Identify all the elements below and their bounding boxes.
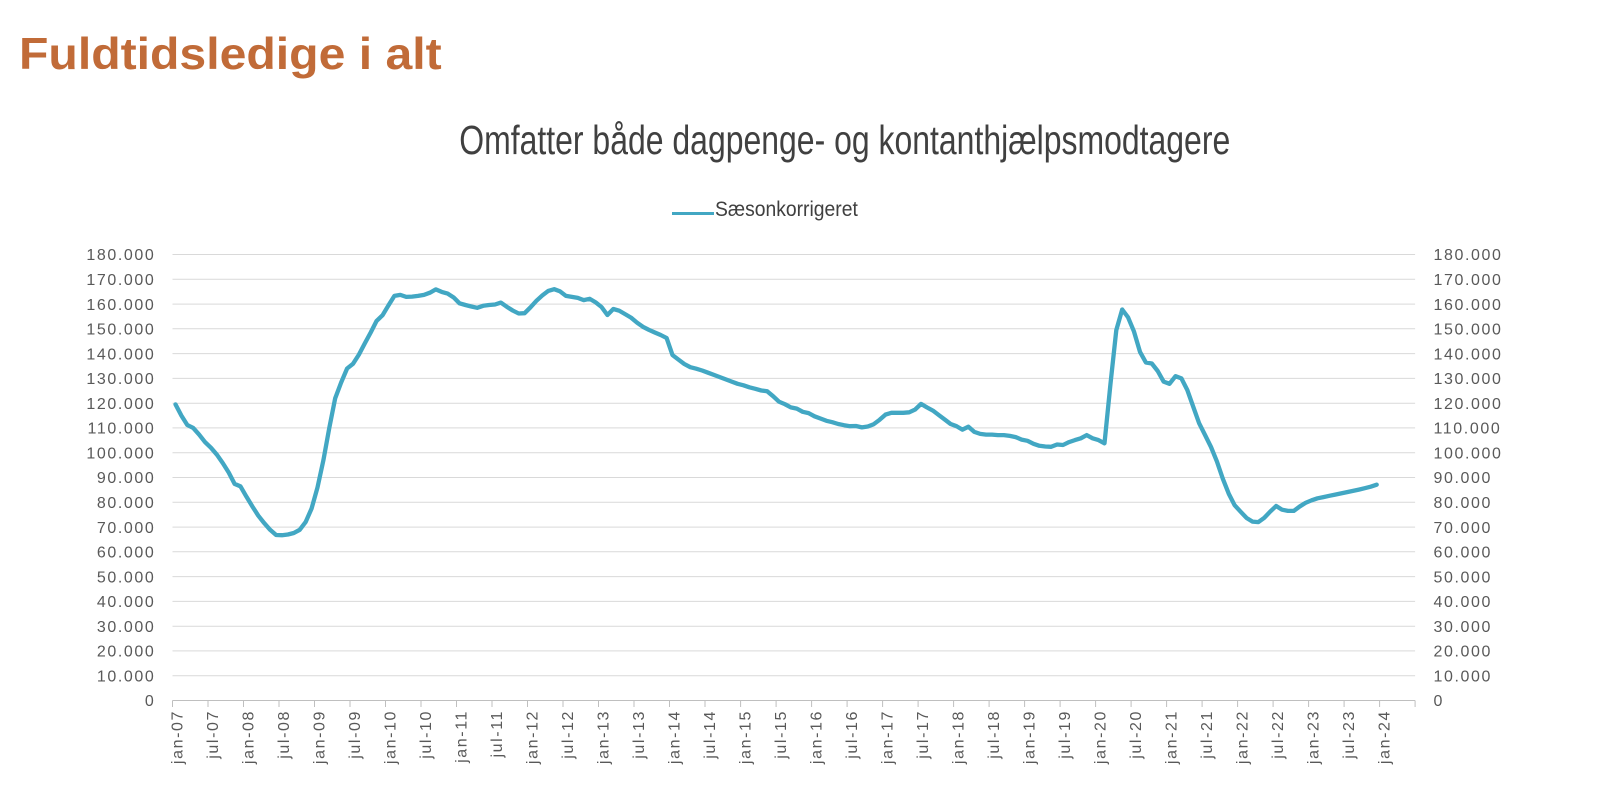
svg-text:180.000: 180.000 <box>1434 247 1503 264</box>
svg-text:20.000: 20.000 <box>97 644 156 661</box>
svg-text:50.000: 50.000 <box>97 569 156 586</box>
svg-text:70.000: 70.000 <box>97 520 156 537</box>
svg-text:jul-11: jul-11 <box>489 710 506 759</box>
svg-text:jan-15: jan-15 <box>737 710 754 765</box>
svg-text:130.000: 130.000 <box>86 371 155 388</box>
svg-text:180.000: 180.000 <box>86 247 155 264</box>
svg-text:jul-18: jul-18 <box>986 710 1003 760</box>
svg-text:130.000: 130.000 <box>1434 371 1503 388</box>
svg-text:jan-11: jan-11 <box>453 710 470 764</box>
svg-text:110.000: 110.000 <box>1434 421 1502 438</box>
svg-text:jan-20: jan-20 <box>1092 710 1109 765</box>
svg-text:30.000: 30.000 <box>1434 619 1493 636</box>
svg-text:jul-15: jul-15 <box>773 710 790 760</box>
svg-text:jul-16: jul-16 <box>844 710 861 760</box>
svg-text:jan-14: jan-14 <box>666 710 683 765</box>
svg-text:jul-08: jul-08 <box>276 710 293 760</box>
svg-text:170.000: 170.000 <box>1434 272 1503 289</box>
svg-text:jul-23: jul-23 <box>1341 710 1358 760</box>
svg-text:120.000: 120.000 <box>86 396 155 413</box>
svg-text:jan-08: jan-08 <box>240 710 257 765</box>
svg-text:jan-24: jan-24 <box>1377 710 1394 765</box>
svg-text:100.000: 100.000 <box>86 445 155 462</box>
svg-text:100.000: 100.000 <box>1434 445 1503 462</box>
svg-text:jan-10: jan-10 <box>382 710 399 765</box>
svg-text:150.000: 150.000 <box>1434 322 1503 339</box>
svg-text:50.000: 50.000 <box>1434 569 1493 586</box>
svg-text:jul-09: jul-09 <box>347 710 364 760</box>
svg-text:60.000: 60.000 <box>1434 545 1493 562</box>
svg-text:jan-12: jan-12 <box>524 710 541 765</box>
svg-text:120.000: 120.000 <box>1434 396 1503 413</box>
svg-text:10.000: 10.000 <box>1434 668 1493 685</box>
svg-text:jan-07: jan-07 <box>169 710 186 765</box>
svg-text:10.000: 10.000 <box>97 668 156 685</box>
svg-text:jul-22: jul-22 <box>1270 710 1287 760</box>
svg-text:jan-23: jan-23 <box>1306 710 1323 765</box>
svg-text:160.000: 160.000 <box>86 297 155 314</box>
svg-text:jul-14: jul-14 <box>702 710 719 760</box>
svg-text:jan-13: jan-13 <box>595 710 612 765</box>
svg-text:0: 0 <box>145 693 156 710</box>
svg-text:140.000: 140.000 <box>1434 346 1503 363</box>
svg-text:160.000: 160.000 <box>1434 297 1503 314</box>
svg-text:jul-20: jul-20 <box>1128 710 1145 760</box>
svg-text:jul-19: jul-19 <box>1057 710 1074 760</box>
svg-text:90.000: 90.000 <box>1434 470 1493 487</box>
svg-text:170.000: 170.000 <box>86 272 155 289</box>
svg-text:jul-10: jul-10 <box>418 710 435 760</box>
svg-text:70.000: 70.000 <box>1434 520 1493 537</box>
svg-text:140.000: 140.000 <box>86 346 155 363</box>
svg-text:jan-19: jan-19 <box>1021 710 1038 765</box>
svg-text:jan-17: jan-17 <box>879 710 896 765</box>
svg-text:0: 0 <box>1434 693 1445 710</box>
svg-text:20.000: 20.000 <box>1434 644 1493 661</box>
svg-text:jul-13: jul-13 <box>631 710 648 760</box>
svg-text:jan-09: jan-09 <box>311 710 328 765</box>
svg-text:jul-12: jul-12 <box>560 710 577 760</box>
svg-text:90.000: 90.000 <box>97 470 156 487</box>
svg-text:40.000: 40.000 <box>1434 594 1493 611</box>
svg-text:jan-16: jan-16 <box>808 710 825 765</box>
svg-text:jul-07: jul-07 <box>205 710 222 760</box>
svg-text:jan-22: jan-22 <box>1235 710 1252 765</box>
svg-text:80.000: 80.000 <box>1434 495 1493 512</box>
svg-text:jan-18: jan-18 <box>950 710 967 765</box>
svg-text:110.000: 110.000 <box>88 421 156 438</box>
svg-text:150.000: 150.000 <box>86 322 155 339</box>
svg-text:jul-21: jul-21 <box>1199 710 1216 760</box>
svg-text:80.000: 80.000 <box>97 495 156 512</box>
svg-text:60.000: 60.000 <box>97 545 156 562</box>
svg-text:40.000: 40.000 <box>97 594 156 611</box>
svg-text:30.000: 30.000 <box>97 619 156 636</box>
svg-text:jul-17: jul-17 <box>915 710 932 760</box>
svg-text:jan-21: jan-21 <box>1163 710 1180 765</box>
